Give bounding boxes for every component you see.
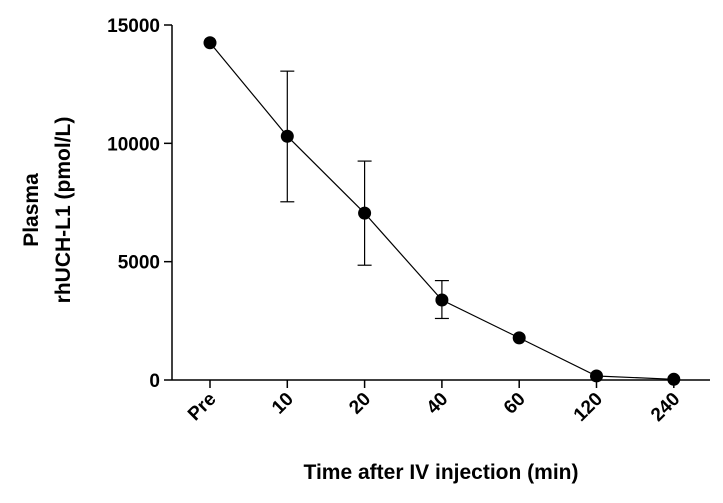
y-axis-title-line2: rhUCH-L1 (pmol/L) [52,117,75,304]
y-tick-label: 5000 [118,253,160,274]
data-point [590,369,603,383]
data-point [667,372,681,386]
x-tick-label: Pre [184,389,221,426]
x-tick-label: 120 [570,389,607,426]
x-tick-label: 20 [345,389,375,419]
y-tick-label: 0 [149,371,160,392]
series [203,36,681,386]
axis-labels: Time after IV injection (min) Plasma rhU… [20,117,579,484]
data-point [435,293,449,307]
y-tick-label: 10000 [107,134,160,155]
x-tick-label: 60 [500,389,530,419]
y-axis-title-line1: Plasma [20,173,43,247]
data-point [512,331,526,345]
data-point [203,36,217,50]
data-point [280,129,294,143]
series-line [209,42,674,380]
data-point [358,206,372,220]
x-tick-label: 10 [268,389,298,419]
y-tick-label: 15000 [107,16,160,37]
x-axis-title: Time after IV injection (min) [304,461,579,484]
x-tick-label: 40 [423,389,453,419]
x-tick-label: 240 [647,389,684,426]
axes: 0 5000 10000 15000 Pre 10 20 40 60 120 240 [107,16,710,426]
